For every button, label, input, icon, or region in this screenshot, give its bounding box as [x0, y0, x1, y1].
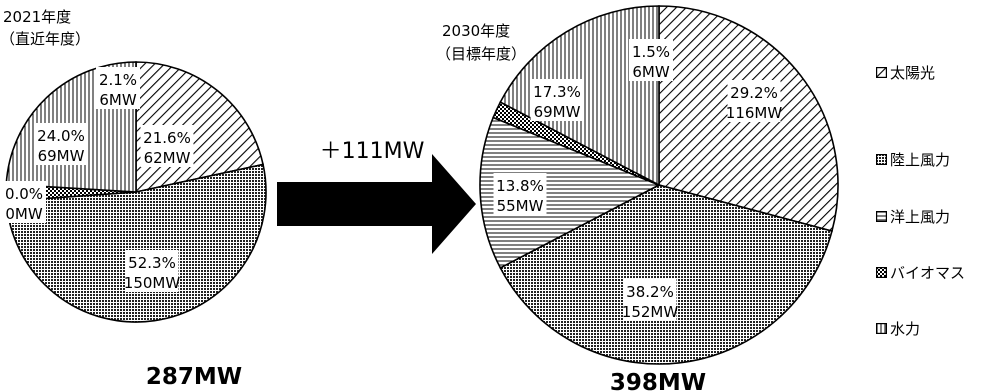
legend-label-solar: 太陽光	[890, 64, 936, 82]
legend-swatch-offshore-wind	[876, 211, 887, 222]
pie-2021-label-bg-biomass	[96, 67, 140, 109]
pie-2030-total: 398MW	[610, 370, 706, 391]
pie-2021-percent-solar: 21.6%	[143, 129, 191, 147]
pie-2021-value-onshore-wind: 150MW	[124, 274, 181, 292]
pie-2030-value-hydro: 69MW	[534, 103, 581, 121]
pie-2021-title: 2021年度	[3, 8, 71, 26]
pie-2021-percent-offshore-wind: 0.0%	[5, 185, 43, 203]
legend-item-offshore-wind: 洋上風力	[876, 206, 950, 227]
legend: 太陽光 陸上風力 洋上風力 バイオマス 水力	[876, 0, 990, 391]
pie-2021-percent-onshore-wind: 52.3%	[128, 254, 176, 272]
pie-2021-label-bg-offshore-wind	[2, 181, 46, 223]
legend-swatch-biomass	[876, 267, 887, 278]
legend-label-onshore-wind: 陸上風力	[890, 151, 951, 169]
pie-2030-slice-onshore-wind	[499, 184, 833, 365]
pie-2030-value-onshore-wind: 152MW	[622, 303, 679, 321]
pie-2030-label-bg-solar	[727, 80, 781, 122]
pie-2021-subtitle: （直近年度）	[0, 30, 90, 48]
pie-2030-label-bg-onshore-wind	[623, 279, 677, 321]
pie-2021-value-biomass: 6MW	[99, 91, 136, 109]
legend-swatch-hydro	[876, 323, 887, 334]
pie-2021-value-offshore-wind: 0MW	[5, 205, 42, 223]
legend-swatch-onshore-wind	[876, 154, 887, 165]
pie-2030-value-solar: 116MW	[726, 104, 783, 122]
legend-item-hydro: 水力	[876, 318, 920, 339]
legend-label-biomass: バイオマス	[890, 264, 966, 282]
legend-item-biomass: バイオマス	[876, 262, 965, 283]
legend-swatch-solar	[876, 67, 887, 78]
pie-2021-slice-onshore-wind	[5, 163, 267, 323]
pie-2021-percent-hydro: 24.0%	[37, 127, 85, 145]
pie-2030-label-bg-hydro	[530, 79, 584, 121]
pie-2021-label-bg-solar	[140, 125, 194, 167]
pie-2021-value-solar: 62MW	[144, 149, 191, 167]
pie-2021-label-bg-onshore-wind	[125, 250, 179, 292]
pie-2030: 29.2% 116MW 38.2% 152MW 13.8% 55MW 1.5% 6MW 17.3…	[479, 5, 839, 365]
pie-2030-percent-offshore-wind: 13.8%	[496, 177, 544, 195]
pie-2030-value-offshore-wind: 55MW	[497, 197, 544, 215]
pie-2030-percent-hydro: 17.3%	[533, 83, 581, 101]
pie-2030-percent-onshore-wind: 38.2%	[626, 283, 674, 301]
legend-label-hydro: 水力	[890, 320, 921, 338]
pie-2021: 21.6% 62MW 52.3% 150MW 0.0% 0MW 2.1% 6MW 24.0% 69…	[2, 61, 267, 323]
pie-2030-value-biomass: 6MW	[632, 63, 669, 81]
pie-2030-subtitle: （目標年度）	[436, 45, 526, 63]
legend-item-onshore-wind: 陸上風力	[876, 149, 950, 170]
legend-label-offshore-wind: 洋上風力	[890, 208, 951, 226]
pie-2030-label-bg-biomass	[629, 39, 673, 81]
pie-2030-percent-biomass: 1.5%	[632, 43, 670, 61]
growth-arrow	[277, 154, 476, 254]
pie-2021-total: 287MW	[146, 364, 242, 390]
growth-label: ＋111MW	[320, 139, 425, 164]
pie-2021-label-bg-hydro	[34, 123, 88, 165]
pie-2021-percent-biomass: 2.1%	[99, 71, 137, 89]
pie-2021-value-hydro: 69MW	[38, 147, 85, 165]
pie-2030-label-bg-offshore-wind	[493, 173, 547, 215]
pie-2030-title: 2030年度	[442, 22, 510, 40]
pie-2030-slice-offshore-wind	[479, 116, 661, 269]
pie-2030-percent-solar: 29.2%	[730, 84, 778, 102]
legend-item-solar: 太陽光	[876, 62, 935, 83]
